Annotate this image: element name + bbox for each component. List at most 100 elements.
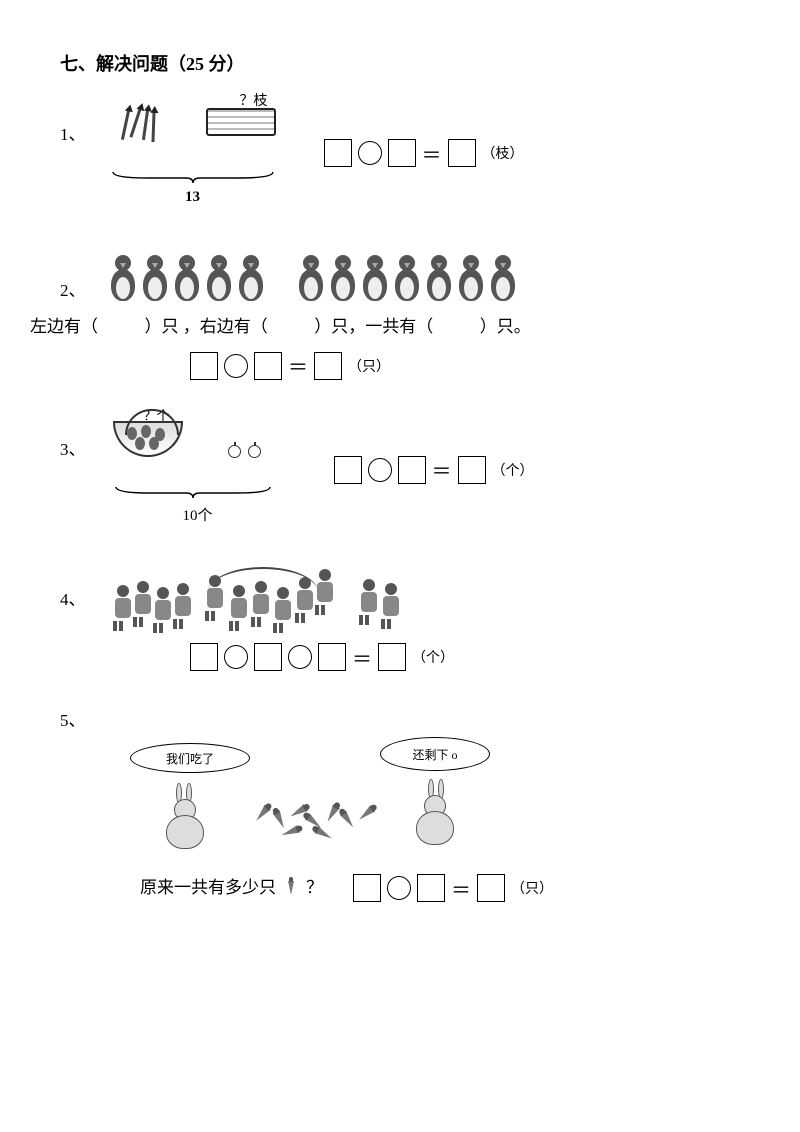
child-icon <box>172 583 194 625</box>
child-icon <box>132 581 154 623</box>
operator-circle[interactable] <box>224 354 248 378</box>
penguin-icon <box>360 255 390 301</box>
child-icon <box>380 583 402 625</box>
child-icon <box>250 581 272 623</box>
penguin-icon <box>424 255 454 301</box>
problem-number: 5、 <box>60 706 86 731</box>
child-icon <box>314 569 336 611</box>
equation-template: ＝ （个） <box>190 643 454 672</box>
penguin-group-left <box>108 255 266 301</box>
answer-box[interactable] <box>318 643 346 671</box>
child-icon <box>272 587 294 629</box>
pencil-icon <box>151 112 155 142</box>
problem-number: 4、 <box>60 585 86 610</box>
penguin-icon <box>108 255 138 301</box>
fill-blank[interactable] <box>438 317 476 336</box>
answer-box[interactable] <box>378 643 406 671</box>
unit-label: （只） <box>511 878 553 898</box>
carrot-icon <box>273 810 288 830</box>
carrot-inline-icon <box>288 881 294 895</box>
penguin-icon <box>236 255 266 301</box>
speech-bubble-left: 我们吃了 <box>130 743 250 773</box>
equation-template: ＝ （只） <box>353 874 553 903</box>
basket-icon <box>113 421 183 457</box>
penguin-icon <box>140 255 170 301</box>
problem-5-illustration: 我们吃了 还剩下 o <box>120 737 500 857</box>
penguin-icon <box>296 255 326 301</box>
penguin-icon <box>204 255 234 301</box>
speech-bubble-right: 还剩下 o <box>380 737 490 771</box>
pencil-icon <box>129 108 141 137</box>
answer-box[interactable] <box>324 139 352 167</box>
unknown-label: ？枝 <box>240 90 268 110</box>
problem-4: 4、 ＝ （个） <box>60 555 740 677</box>
problem-1: 1、 ？枝 13 ＝ （枝） <box>60 100 740 206</box>
carrot-pile <box>250 799 390 843</box>
answer-box[interactable] <box>334 456 362 484</box>
penguin-icon <box>328 255 358 301</box>
penguin-icon <box>392 255 422 301</box>
answer-box[interactable] <box>254 352 282 380</box>
pencil-box-icon <box>206 108 276 136</box>
egg-icon <box>135 437 145 450</box>
pencil-icon <box>141 110 148 140</box>
equals-sign: ＝ <box>432 455 452 484</box>
brace-icon <box>108 170 278 184</box>
child-icon <box>112 585 134 627</box>
penguin-icon <box>456 255 486 301</box>
operator-circle[interactable] <box>358 141 382 165</box>
section-title: 七、解决问题（25 分） <box>60 50 740 76</box>
operator-circle[interactable] <box>224 645 248 669</box>
operator-circle[interactable] <box>288 645 312 669</box>
equation-template: ＝ （个） <box>334 455 534 484</box>
answer-box[interactable] <box>190 643 218 671</box>
brace-icon <box>108 485 278 499</box>
equals-sign: ＝ <box>422 139 442 168</box>
answer-box[interactable] <box>254 643 282 671</box>
fill-sentence: 左边有（ ）只 ，右边有（ ）只，一共有（ ）只。 <box>30 311 740 343</box>
answer-box[interactable] <box>458 456 486 484</box>
problem-4-illustration <box>108 555 408 635</box>
carrot-icon <box>357 805 376 823</box>
equation-template: ＝ （枝） <box>324 139 524 168</box>
answer-box[interactable] <box>190 352 218 380</box>
sentence-part: ）只 ，右边有（ <box>145 317 268 336</box>
egg-icon <box>127 427 137 440</box>
question-mark: ？ <box>306 872 323 904</box>
problem-3-illustration: ？个 10个 <box>108 415 288 525</box>
answer-box[interactable] <box>417 874 445 902</box>
answer-box[interactable] <box>314 352 342 380</box>
carrot-icon <box>253 805 271 824</box>
rabbit-icon <box>160 787 212 849</box>
equation-template: ＝ （只） <box>190 351 390 380</box>
unit-label: （个） <box>492 460 534 480</box>
answer-box[interactable] <box>388 139 416 167</box>
problem-5: 5、 我们吃了 还剩下 o 原来一共有多少只 ？ <box>60 706 740 904</box>
penguin-icon <box>172 255 202 301</box>
carrot-icon <box>314 826 334 842</box>
sentence-part: ）只，一共有（ <box>314 317 433 336</box>
answer-box[interactable] <box>353 874 381 902</box>
fill-blank[interactable] <box>272 317 310 336</box>
fruit-icon <box>228 445 241 458</box>
problem-number: 2、 <box>60 276 86 301</box>
question-text: 原来一共有多少只 <box>140 872 276 904</box>
child-icon <box>152 587 174 629</box>
problem-number: 1、 <box>60 120 86 145</box>
operator-circle[interactable] <box>368 458 392 482</box>
unit-label: （枝） <box>482 143 524 163</box>
egg-icon <box>149 437 159 450</box>
child-icon <box>228 585 250 627</box>
answer-box[interactable] <box>398 456 426 484</box>
answer-box[interactable] <box>448 139 476 167</box>
penguin-group-right <box>296 255 518 301</box>
sentence-part: 左边有（ <box>30 317 98 336</box>
problem-2-illustration <box>108 255 518 301</box>
fill-blank[interactable] <box>102 317 140 336</box>
child-icon <box>358 579 380 621</box>
unit-label: （只） <box>348 356 390 376</box>
problem-number: 3、 <box>60 435 86 460</box>
penguin-icon <box>488 255 518 301</box>
operator-circle[interactable] <box>387 876 411 900</box>
answer-box[interactable] <box>477 874 505 902</box>
